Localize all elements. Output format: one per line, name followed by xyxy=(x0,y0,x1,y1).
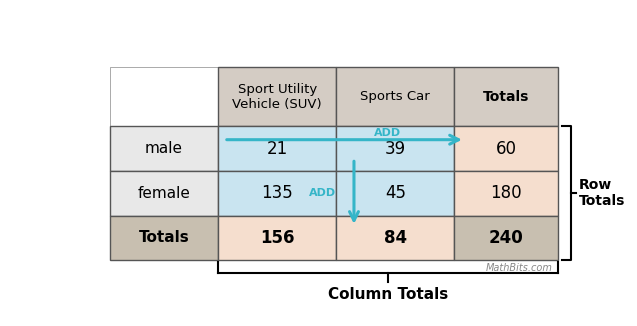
Bar xyxy=(454,126,558,171)
Bar xyxy=(454,171,558,215)
Text: Totals: Totals xyxy=(138,230,189,245)
Bar xyxy=(454,215,558,260)
Text: 240: 240 xyxy=(489,229,524,247)
Bar xyxy=(218,126,336,171)
Bar xyxy=(110,67,218,126)
Text: Column Totals: Column Totals xyxy=(328,287,448,302)
Bar xyxy=(336,126,454,171)
Bar xyxy=(336,67,454,126)
Bar xyxy=(110,126,218,171)
Text: Row
Totals: Row Totals xyxy=(578,178,625,208)
Bar xyxy=(218,67,336,126)
Bar xyxy=(336,215,454,260)
Text: 135: 135 xyxy=(261,184,293,202)
Text: Totals: Totals xyxy=(483,90,529,104)
Bar xyxy=(218,171,336,215)
Bar xyxy=(454,67,558,126)
Text: 180: 180 xyxy=(490,184,522,202)
Text: male: male xyxy=(145,141,183,156)
Text: female: female xyxy=(138,186,190,201)
Text: 39: 39 xyxy=(385,140,406,158)
Bar xyxy=(110,171,218,215)
Bar xyxy=(110,215,218,260)
Text: ADD: ADD xyxy=(375,128,401,138)
Text: Sport Utility
Vehicle (SUV): Sport Utility Vehicle (SUV) xyxy=(233,82,322,111)
Text: Sports Car: Sports Car xyxy=(361,90,430,103)
Text: 156: 156 xyxy=(260,229,294,247)
Text: ADD: ADD xyxy=(309,187,336,198)
Text: MathBits.com: MathBits.com xyxy=(486,263,553,273)
Text: 60: 60 xyxy=(496,140,517,158)
Bar xyxy=(218,215,336,260)
Text: 45: 45 xyxy=(385,184,406,202)
Text: 21: 21 xyxy=(266,140,288,158)
Bar xyxy=(336,171,454,215)
Text: 84: 84 xyxy=(383,229,407,247)
